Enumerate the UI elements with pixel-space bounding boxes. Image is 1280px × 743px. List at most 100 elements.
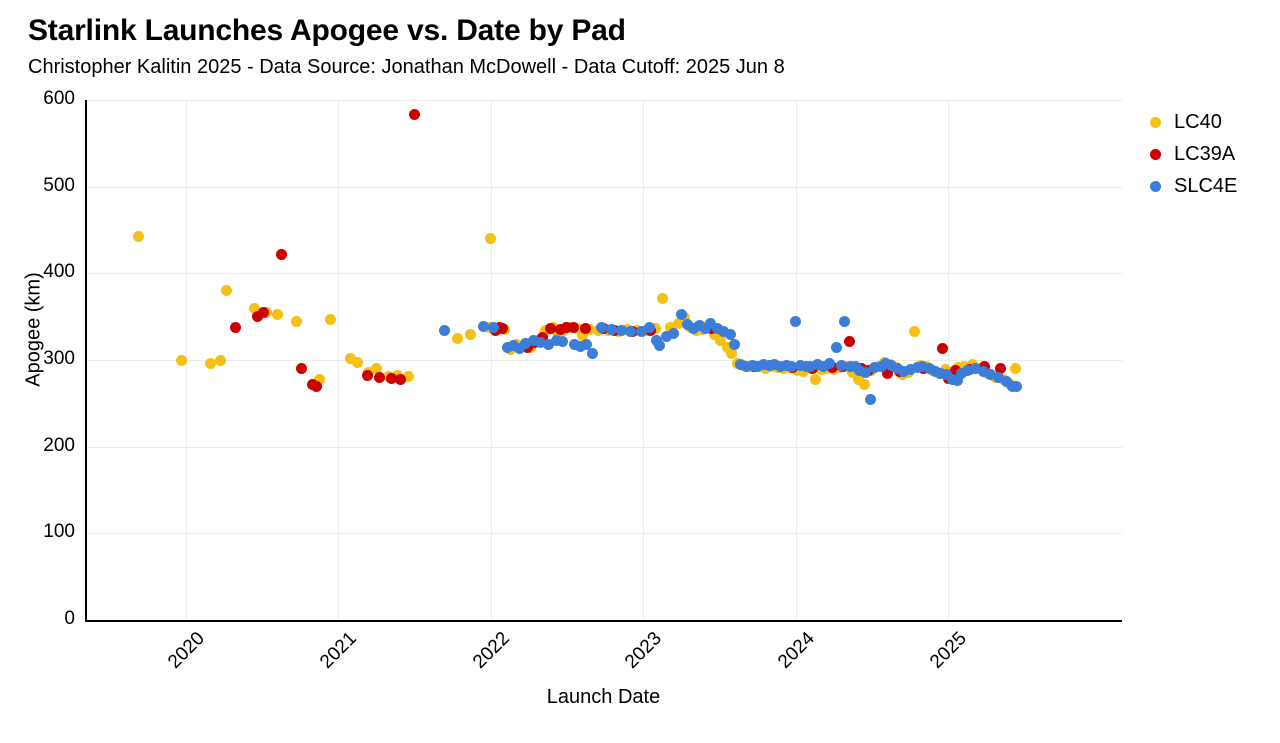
scatter-point-slc4e [941, 369, 953, 381]
scatter-point-slc4e [712, 323, 724, 335]
gridline-vertical [338, 100, 340, 620]
scatter-point-slc4e [694, 319, 706, 331]
scatter-point-lc40 [370, 363, 382, 375]
gridline-horizontal [85, 446, 1122, 448]
scatter-point-slc4e [831, 342, 843, 354]
scatter-point-slc4e [501, 342, 513, 354]
scatter-point-lc39a [408, 109, 420, 121]
scatter-point-lc39a [386, 372, 398, 384]
scatter-point-slc4e [811, 358, 823, 370]
scatter-point-slc4e [535, 337, 547, 349]
gridline-vertical [490, 100, 492, 620]
scatter-point-lc39a [296, 363, 308, 375]
scatter-point-lc40 [715, 335, 727, 347]
scatter-point-slc4e [477, 320, 489, 332]
y-tick-label: 600 [43, 88, 75, 109]
scatter-point-lc40 [175, 354, 187, 366]
scatter-point-slc4e [660, 331, 672, 343]
scatter-point-slc4e [785, 361, 797, 373]
scatter-point-slc4e [741, 360, 753, 372]
scatter-point-lc39a [936, 343, 948, 355]
scatter-point-lc40 [721, 342, 733, 354]
scatter-point-lc40 [314, 373, 326, 385]
scatter-point-slc4e [904, 364, 916, 376]
scatter-point-slc4e [654, 339, 666, 351]
scatter-point-lc40 [858, 378, 870, 390]
scatter-point-slc4e [823, 357, 835, 369]
legend-label: LC40 [1174, 110, 1222, 133]
legend: LC40 LC39A SLC4E [1150, 106, 1280, 202]
scatter-point-slc4e [668, 327, 680, 339]
scatter-point-slc4e [575, 340, 587, 352]
scatter-point-slc4e [675, 309, 687, 321]
scatter-point-lc40 [271, 308, 283, 320]
gridline-horizontal [85, 186, 1122, 188]
scatter-point-slc4e [596, 322, 608, 334]
scatter-point-lc39a [555, 324, 567, 336]
scatter-point-slc4e [970, 363, 982, 375]
scatter-point-slc4e [758, 358, 770, 370]
scatter-point-slc4e [805, 360, 817, 372]
scatter-point-lc40 [132, 231, 144, 243]
scatter-point-slc4e [817, 361, 829, 373]
scatter-point-slc4e [735, 358, 747, 370]
scatter-point-slc4e [527, 335, 539, 347]
scatter-point-lc40 [344, 352, 356, 364]
scatter-point-slc4e [854, 364, 866, 376]
legend-item-lc40[interactable]: LC40 [1150, 106, 1280, 138]
scatter-point-lc40 [291, 315, 303, 327]
scatter-point-lc40 [576, 330, 588, 342]
scatter-point-lc40 [485, 233, 497, 245]
scatter-point-slc4e [543, 338, 555, 350]
scatter-point-lc40 [1009, 363, 1021, 375]
scatter-point-slc4e [951, 375, 963, 387]
scatter-point-lc40 [451, 332, 463, 344]
scatter-point-lc39a [561, 322, 573, 334]
scatter-point-lc39a [544, 323, 556, 335]
scatter-point-slc4e [956, 368, 968, 380]
legend-swatch-icon [1150, 148, 1161, 160]
scatter-point-lc40 [204, 357, 216, 369]
legend-item-slc4e[interactable]: SLC4E [1150, 170, 1280, 202]
legend-item-lc39a[interactable]: LC39A [1150, 138, 1280, 170]
y-tick-label: 400 [43, 261, 75, 283]
chart-figure: Starlink Launches Apogee vs. Date by Pad… [23, 14, 1280, 708]
scatter-point-slc4e [508, 339, 520, 351]
scatter-point-lc40 [846, 366, 858, 378]
scatter-point-lc39a [276, 248, 288, 260]
scatter-point-slc4e [977, 365, 989, 377]
y-tick-label: 500 [43, 174, 75, 196]
legend-swatch-icon [1150, 116, 1161, 128]
scatter-point-lc40 [248, 302, 260, 314]
scatter-point-slc4e [681, 318, 693, 330]
gridline-horizontal [85, 100, 1122, 101]
x-axis-title: Launch Date [546, 686, 661, 708]
scatter-point-slc4e [864, 394, 876, 406]
scatter-point-slc4e [514, 343, 526, 355]
scatter-point-lc39a [843, 336, 855, 348]
y-tick-label: 300 [43, 348, 75, 369]
scatter-point-lc39a [257, 306, 269, 318]
scatter-point-slc4e [768, 358, 780, 370]
scatter-point-slc4e [860, 366, 872, 378]
scatter-point-lc39a [230, 322, 242, 334]
scatter-point-slc4e [880, 357, 892, 369]
scatter-point-lc40 [709, 328, 721, 340]
scatter-point-slc4e [1000, 376, 1012, 388]
scatter-point-lc39a [395, 374, 407, 386]
scatter-point-slc4e [700, 323, 712, 335]
scatter-point-slc4e [729, 338, 741, 350]
scatter-point-slc4e [916, 360, 928, 372]
scatter-point-lc40 [809, 373, 821, 385]
y-tick-label: 100 [43, 521, 75, 543]
scatter-point-slc4e [752, 360, 764, 372]
y-axis-spine [85, 100, 87, 621]
scatter-point-slc4e [869, 362, 881, 374]
scatter-point-lc40 [402, 370, 414, 382]
scatter-point-slc4e [790, 315, 802, 327]
scatter-point-slc4e [935, 367, 947, 379]
scatter-point-lc40 [909, 325, 921, 337]
scatter-point-lc40 [852, 373, 864, 385]
scatter-point-lc39a [361, 370, 373, 382]
scatter-point-lc39a [373, 371, 385, 383]
